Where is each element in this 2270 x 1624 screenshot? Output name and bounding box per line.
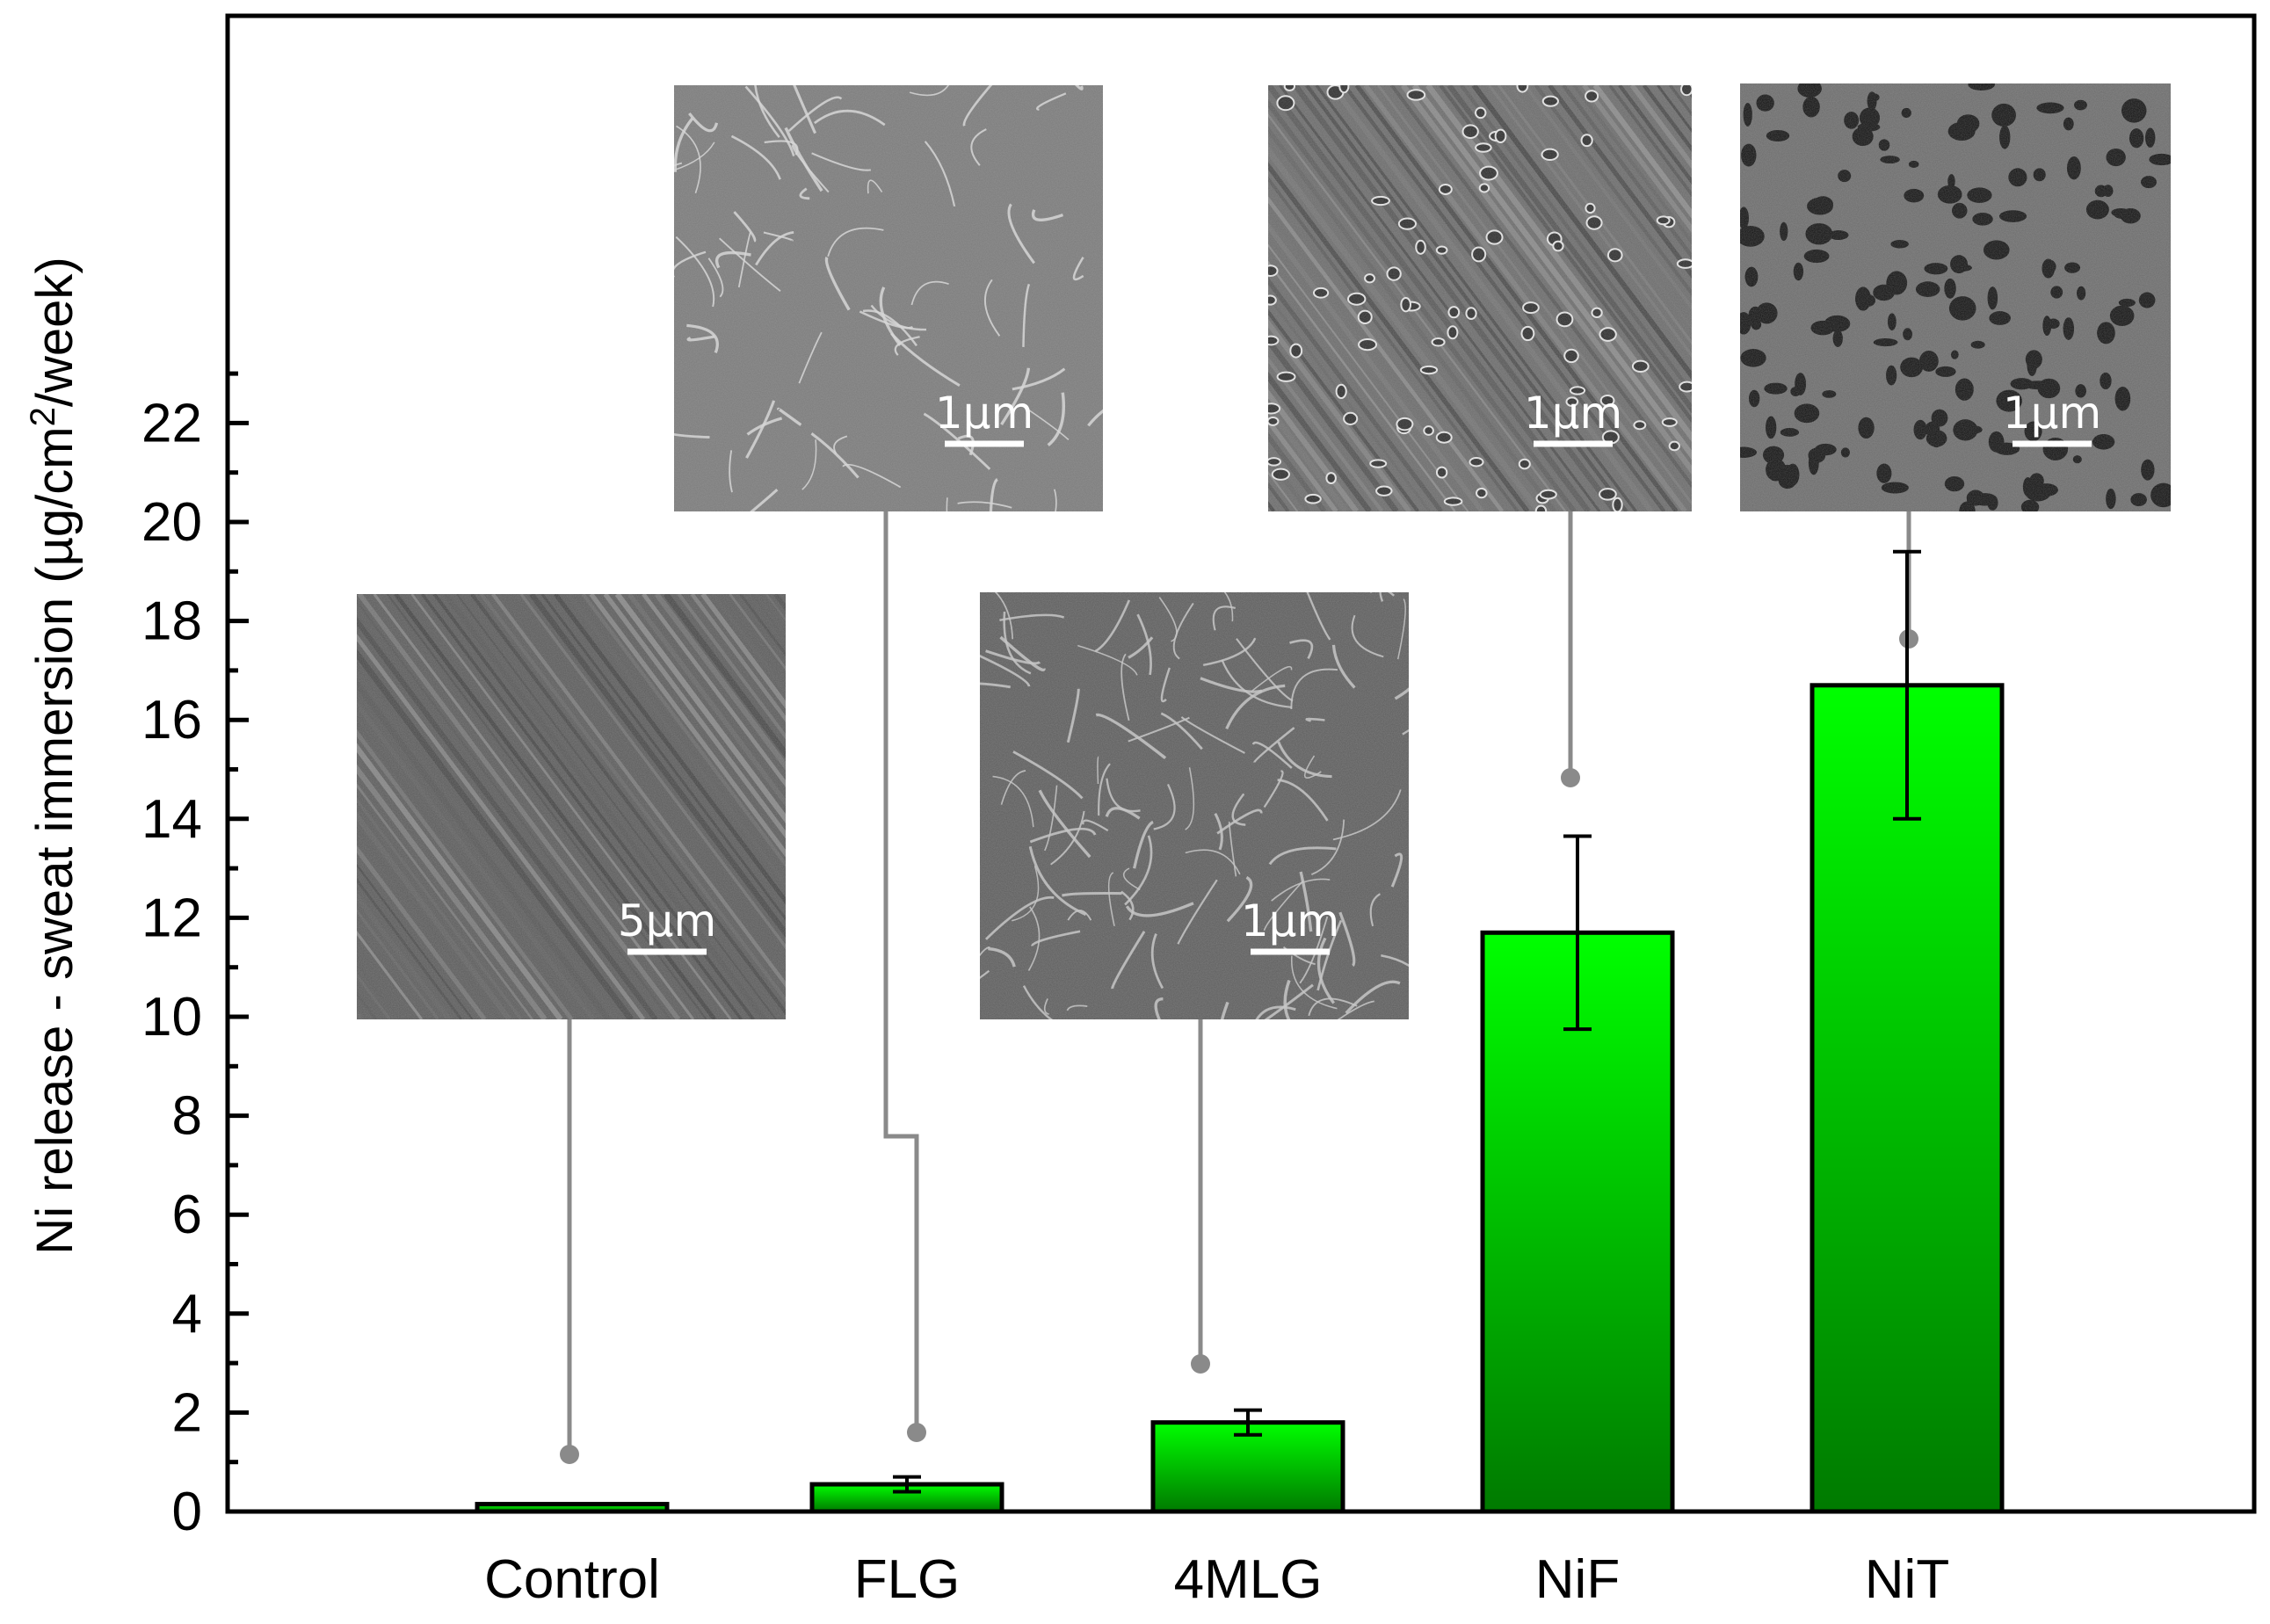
scale-bar-label: 1µm — [1524, 388, 1622, 439]
x-category-label: 4MLG — [1174, 1549, 1323, 1610]
y-tick-label: 12 — [141, 888, 202, 948]
y-tick-label: 22 — [141, 393, 202, 453]
x-category-label: NiT — [1865, 1549, 1949, 1610]
y-tick-label: 20 — [141, 492, 202, 553]
sem-inset-image: 5µm — [357, 594, 786, 1019]
sem-inset-image: 1µm — [674, 85, 1103, 511]
y-tick-label: 16 — [141, 690, 202, 750]
scale-bar-label: 1µm — [935, 388, 1033, 439]
bar — [475, 1502, 670, 1514]
y-tick-label: 8 — [172, 1086, 202, 1147]
x-category-label: NiF — [1535, 1549, 1620, 1610]
bar — [1809, 683, 2005, 1514]
leader-dot — [1191, 1354, 1210, 1374]
y-tick-label: 2 — [172, 1382, 202, 1443]
sem-inset-image: 1µm — [980, 592, 1409, 1019]
scale-bar-label: 1µm — [1241, 895, 1339, 946]
leader-line — [883, 511, 919, 1432]
scale-bar-label: 1µm — [2003, 388, 2101, 439]
y-tick-label: 4 — [172, 1284, 202, 1345]
y-tick-label: 14 — [141, 789, 202, 850]
sem-inset-image: 1µm — [1268, 85, 1692, 511]
x-category-label: FLG — [854, 1549, 961, 1610]
y-axis-title: Ni release - sweat immersion (µg/cm2/wee… — [24, 257, 83, 1254]
y-tick-label: 18 — [141, 591, 202, 652]
x-category-label: Control — [484, 1549, 660, 1610]
y-tick-label: 10 — [141, 987, 202, 1048]
leader-dot — [560, 1445, 579, 1464]
leader-dot — [1561, 768, 1580, 787]
bar — [1150, 1420, 1345, 1514]
y-tick-label: 6 — [172, 1185, 202, 1245]
y-tick-label: 0 — [172, 1482, 202, 1542]
leader-dot — [907, 1423, 926, 1442]
scale-bar-label: 5µm — [618, 895, 716, 946]
sem-inset-image: 1µm — [1740, 83, 2171, 511]
